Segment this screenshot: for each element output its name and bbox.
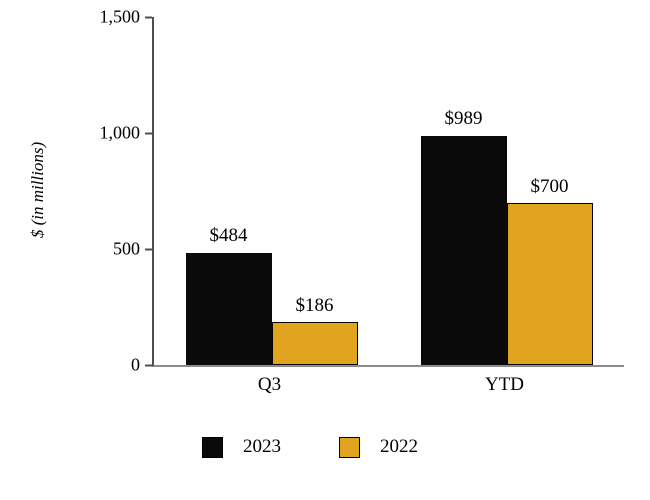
bar-2023-q3: $484 bbox=[185, 225, 272, 365]
bar-value-label: $989 bbox=[444, 107, 483, 129]
y-tick-label: 0 bbox=[131, 354, 140, 375]
x-axis-labels: Q3 YTD bbox=[152, 374, 622, 396]
legend: 2023 2022 bbox=[0, 436, 620, 458]
y-axis-title: $ (in millions) bbox=[28, 141, 47, 239]
legend-label: 2022 bbox=[380, 436, 418, 457]
y-tick: 1,500 bbox=[99, 6, 152, 28]
y-tick: 500 bbox=[113, 239, 152, 260]
y-tick-label: 1,000 bbox=[99, 122, 141, 143]
y-tick-label: 500 bbox=[113, 238, 140, 259]
y-tick-mark bbox=[145, 248, 152, 250]
y-tick-label: 1,500 bbox=[99, 6, 141, 27]
y-tick-mark bbox=[145, 364, 152, 366]
y-tick-mark bbox=[145, 132, 152, 134]
bar-2022-q3: $186 bbox=[271, 295, 358, 365]
bar-value-label: $700 bbox=[530, 175, 569, 197]
y-tick: 0 bbox=[131, 355, 152, 376]
plot-area: $484 $186 $989 $700 bbox=[152, 17, 624, 367]
y-tick: 1,000 bbox=[99, 122, 152, 144]
bar-2022-ytd: $700 bbox=[506, 176, 593, 365]
x-category-label: YTD bbox=[484, 374, 525, 395]
y-tick-mark bbox=[145, 16, 152, 18]
x-category-label: Q3 bbox=[257, 374, 282, 395]
legend-swatch-2022 bbox=[339, 436, 360, 458]
bar-2023-ytd: $989 bbox=[420, 108, 507, 365]
y-axis-ticks: 0 500 1,000 1,500 bbox=[60, 7, 152, 375]
legend-label: 2023 bbox=[243, 436, 281, 457]
bar-value-label: $186 bbox=[295, 294, 334, 316]
legend-item-2022: 2022 bbox=[339, 436, 418, 458]
legend-item-2023: 2023 bbox=[202, 436, 281, 458]
bar-group-q3: $484 $186 bbox=[185, 17, 358, 365]
bar-group-ytd: $989 $700 bbox=[420, 17, 593, 365]
legend-swatch-2023 bbox=[202, 436, 223, 458]
bar-value-label: $484 bbox=[209, 224, 248, 246]
